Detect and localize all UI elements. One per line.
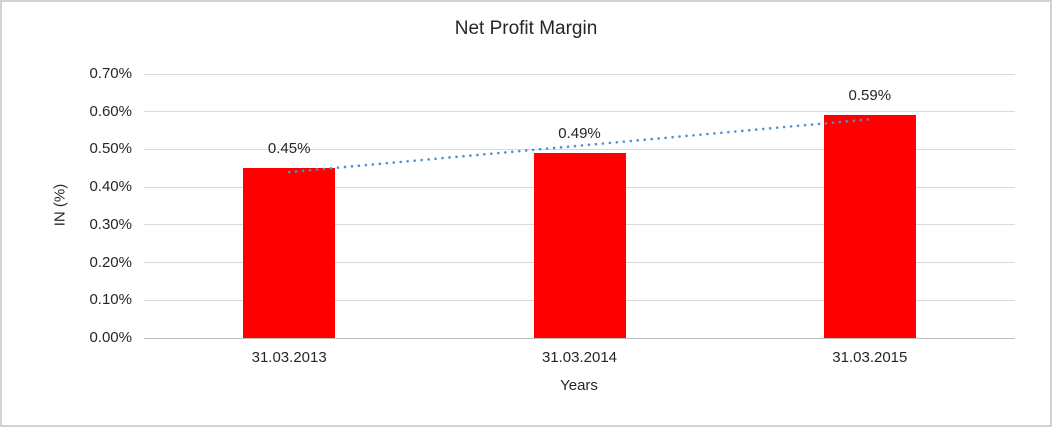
y-tick-label: 0.30% [89, 215, 132, 233]
gridline [144, 111, 1015, 113]
y-tick-label: 0.70% [89, 65, 132, 82]
bar [823, 115, 916, 338]
x-tick-label: 31.03.2013 [251, 349, 327, 366]
bar-value-label: 0.45% [267, 140, 311, 158]
y-tick-label: 0.00% [89, 329, 132, 346]
gridline [144, 73, 1015, 75]
y-tick-label: 0.50% [89, 140, 132, 158]
bar [243, 168, 336, 338]
y-tick-label: 0.10% [89, 291, 132, 309]
bar-value-label: 0.59% [848, 87, 892, 105]
bar [533, 153, 626, 338]
chart-title: Net Profit Margin [454, 18, 598, 39]
gridline [144, 337, 1015, 339]
x-tick-label: 31.03.2015 [832, 349, 908, 366]
y-tick-label: 0.20% [89, 253, 132, 271]
bar-value-label: 0.49% [558, 125, 601, 143]
x-axis-title: Years [560, 377, 598, 394]
x-tick-label: 31.03.2014 [541, 349, 618, 366]
y-tick-label: 0.60% [89, 102, 132, 120]
y-tick-label: 0.40% [89, 178, 132, 196]
